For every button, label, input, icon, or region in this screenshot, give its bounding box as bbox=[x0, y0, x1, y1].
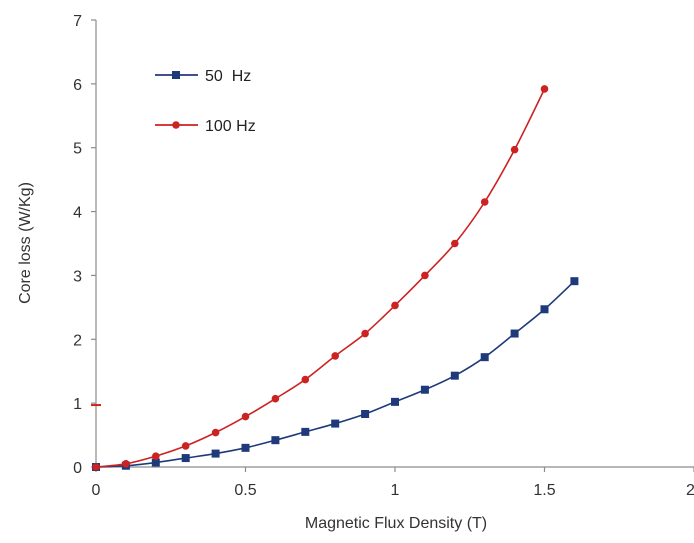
y-tick-label: 1 bbox=[73, 396, 82, 413]
series-line bbox=[96, 89, 545, 467]
series-100hz bbox=[92, 85, 548, 471]
ticks: 0 1 2 3 4 5 6 7 0 0.5 1 1.5 2 bbox=[73, 13, 694, 499]
x-tick-label: 0.5 bbox=[234, 482, 256, 499]
data-point bbox=[391, 398, 399, 406]
data-point bbox=[511, 146, 519, 154]
data-point bbox=[182, 454, 190, 462]
data-point bbox=[541, 305, 549, 313]
data-point bbox=[242, 413, 250, 421]
data-point bbox=[391, 302, 399, 310]
data-point bbox=[421, 272, 429, 280]
data-point bbox=[122, 460, 130, 468]
legend-entry: 50 Hz bbox=[155, 68, 251, 85]
y-tick-label: 3 bbox=[73, 268, 82, 285]
data-point bbox=[511, 330, 519, 338]
y-tick-label: 7 bbox=[73, 13, 82, 30]
series-layer bbox=[92, 85, 578, 471]
y-tick-label: 5 bbox=[73, 141, 82, 158]
x-tick-label: 1.5 bbox=[533, 482, 555, 499]
data-point bbox=[451, 240, 459, 248]
data-point bbox=[242, 444, 250, 452]
data-point bbox=[541, 85, 549, 93]
data-point bbox=[212, 450, 220, 458]
data-point bbox=[361, 410, 369, 418]
legend-label: 100 Hz bbox=[205, 118, 256, 135]
legend-entry: 100 Hz bbox=[155, 118, 256, 135]
legend: 50 Hz 100 Hz bbox=[155, 68, 256, 135]
data-point bbox=[361, 330, 369, 338]
y-tick-label: 2 bbox=[73, 332, 82, 349]
legend-swatch-marker bbox=[172, 71, 180, 79]
data-point bbox=[570, 277, 578, 285]
data-point bbox=[212, 429, 220, 437]
y-tick-label: 6 bbox=[73, 77, 82, 94]
data-point bbox=[272, 395, 280, 403]
data-point bbox=[331, 352, 339, 360]
y-tick-label: 4 bbox=[73, 205, 82, 222]
data-point bbox=[421, 386, 429, 394]
x-tick-label: 2 bbox=[686, 482, 694, 499]
y-axis-title: Core loss (W/Kg) bbox=[17, 182, 34, 304]
series-line bbox=[96, 281, 574, 467]
data-point bbox=[451, 372, 459, 380]
data-point bbox=[481, 198, 489, 206]
legend-label: 50 Hz bbox=[205, 68, 251, 85]
y-tick-label: 0 bbox=[73, 460, 82, 477]
x-tick-label: 0 bbox=[92, 482, 101, 499]
data-point bbox=[302, 376, 310, 384]
data-point bbox=[152, 452, 160, 460]
data-point bbox=[271, 436, 279, 444]
x-axis-title: Magnetic Flux Density (T) bbox=[305, 515, 487, 532]
series-50hz bbox=[92, 277, 578, 471]
legend-swatch-marker bbox=[172, 121, 180, 129]
data-point bbox=[331, 420, 339, 428]
data-point bbox=[182, 442, 190, 450]
x-tick-label: 1 bbox=[391, 482, 400, 499]
data-point bbox=[92, 463, 100, 471]
data-point bbox=[301, 428, 309, 436]
data-point bbox=[481, 353, 489, 361]
